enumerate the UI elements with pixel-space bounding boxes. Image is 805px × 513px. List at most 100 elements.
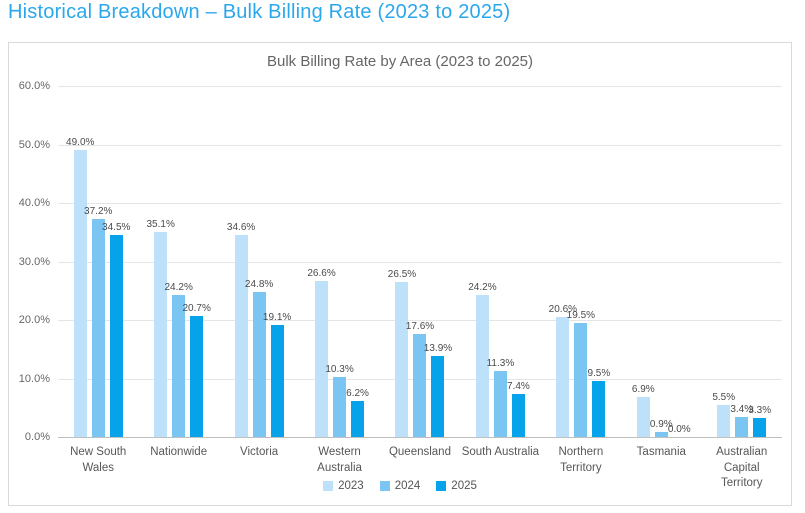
bar-2024[interactable]	[654, 431, 668, 437]
plot-area: 0.0% 10.0% 20.0% 30.0% 40.0% 50.0% 60.0% 49.0% 3…	[19, 80, 782, 443]
bar-column: 20.7%	[182, 303, 211, 437]
legend-item-2025[interactable]: 2025	[436, 480, 477, 492]
bar-2024[interactable]	[413, 334, 427, 437]
bar-column: 20.6%	[549, 304, 577, 437]
bar-2024[interactable]	[91, 219, 105, 437]
bar-column: 0.0%	[668, 424, 691, 437]
bar-value-label: 13.9%	[423, 342, 453, 354]
bar-groups: 49.0% 37.2% 34.5% 35.1% 24.2% 20.7% 34.6% 24.8%…	[58, 86, 782, 437]
bar-column: 13.9%	[424, 343, 452, 437]
bar-value-label: 24.2%	[468, 282, 497, 294]
bar-value-label: 0.0%	[667, 424, 691, 435]
bar-column: 26.5%	[388, 269, 416, 437]
x-tick-label: South Australia	[460, 445, 540, 492]
legend-swatch-icon	[379, 481, 390, 491]
x-tick-label-line: Queensland	[388, 446, 451, 458]
bar-2023[interactable]	[234, 234, 248, 437]
x-tick-label-line: Nationwide	[150, 446, 208, 458]
bar-value-label: 0.9%	[649, 418, 673, 430]
bar-2025[interactable]	[592, 381, 606, 437]
bar-column: 3.3%	[748, 405, 771, 437]
bar-2025[interactable]	[270, 325, 284, 437]
gridline	[58, 86, 782, 87]
bar-2023[interactable]	[636, 396, 650, 437]
bar-2023[interactable]	[475, 295, 489, 437]
bar-2024[interactable]	[735, 417, 749, 437]
page-title: Historical Breakdown – Bulk Billing Rate…	[8, 1, 511, 23]
bar-group: 34.6% 24.8% 19.1%	[219, 86, 299, 437]
bar-value-label: 24.8%	[244, 278, 274, 290]
x-tick-label-line: Australian Capital	[716, 446, 768, 474]
bar-group: 5.5% 3.4% 3.3%	[702, 86, 782, 437]
bar-column: 11.3%	[487, 358, 514, 437]
y-tick-label: 30.0%	[18, 255, 50, 268]
x-axis-labels: New South Wales Nationwide Victoria Western…	[58, 445, 782, 492]
bar-group: 49.0% 37.2% 34.5%	[58, 86, 138, 437]
bar-2024[interactable]	[574, 322, 588, 437]
y-tick-label: 50.0%	[18, 138, 50, 151]
bar-column: 19.5%	[567, 310, 595, 437]
x-tick-label: Nationwide	[138, 445, 218, 492]
legend-swatch-icon	[323, 481, 334, 491]
bar-group: 35.1% 24.2% 20.7%	[138, 86, 218, 437]
bar-2023[interactable]	[315, 281, 329, 437]
bar-2025[interactable]	[190, 315, 204, 437]
bar-value-label: 37.2%	[84, 206, 113, 218]
legend-item-2023[interactable]: 2023	[323, 480, 364, 492]
legend-item-2024[interactable]: 2024	[379, 480, 421, 492]
x-tick-label: Tasmania	[621, 445, 701, 492]
bar-column: 34.6%	[227, 222, 255, 437]
legend-label: 2024	[394, 480, 421, 492]
bar-column: 19.1%	[263, 312, 291, 437]
bar-value-label: 5.5%	[712, 391, 736, 403]
bar-2023[interactable]	[717, 404, 731, 437]
bar-column: 9.5%	[587, 368, 610, 437]
bar-column: 0.9%	[650, 419, 673, 437]
x-tick-label-line: Tasmania	[636, 446, 686, 458]
bar-group: 6.9% 0.9% 0.0%	[621, 86, 701, 437]
bar-2025[interactable]	[431, 355, 445, 437]
bar-value-label: 3.4%	[730, 404, 754, 416]
gridline	[58, 203, 782, 204]
bar-2024[interactable]	[252, 291, 266, 437]
bar-value-label: 34.6%	[226, 221, 256, 233]
bar-2024[interactable]	[493, 370, 507, 437]
x-tick-label-line: Western Australia	[317, 446, 362, 474]
y-tick-label: 60.0%	[18, 80, 50, 92]
bar-2025[interactable]	[351, 400, 365, 437]
bar-value-label: 11.3%	[486, 357, 515, 369]
legend-swatch-icon	[436, 481, 447, 491]
bar-value-label: 9.5%	[587, 368, 611, 380]
bar-2025[interactable]	[109, 235, 123, 437]
bar-column: 49.0%	[66, 137, 94, 437]
bar-value-label: 24.2%	[164, 282, 193, 294]
bar-column: 24.2%	[164, 282, 193, 437]
x-tick-label-line: Northern	[558, 446, 604, 458]
bar-value-label: 20.7%	[182, 302, 211, 314]
bar-2023[interactable]	[154, 231, 168, 437]
bar-2023[interactable]	[556, 316, 570, 437]
y-tick-label: 40.0%	[18, 197, 50, 209]
bar-value-label: 49.0%	[66, 137, 95, 149]
bar-column: 5.5%	[712, 392, 735, 437]
x-axis-line	[58, 437, 782, 438]
bar-column: 37.2%	[84, 206, 112, 437]
bar-2023[interactable]	[395, 281, 409, 437]
bar-group: 20.6% 19.5% 9.5%	[541, 86, 621, 437]
x-tick-label: New South Wales	[58, 445, 138, 492]
bar-2025[interactable]	[753, 417, 767, 437]
y-tick-label: 0.0%	[24, 431, 50, 443]
bar-value-label: 26.5%	[387, 268, 417, 280]
gridline	[58, 144, 782, 146]
bar-2024[interactable]	[333, 376, 347, 437]
bar-2024[interactable]	[172, 295, 186, 437]
gridline	[58, 320, 782, 321]
bar-2023[interactable]	[73, 150, 87, 437]
bar-value-label: 34.5%	[102, 222, 131, 234]
y-tick-label: 10.0%	[18, 372, 50, 385]
bar-value-label: 3.3%	[748, 404, 772, 416]
x-tick-label: Queensland	[380, 445, 460, 492]
bar-2025[interactable]	[511, 393, 525, 437]
x-tick-label: Victoria	[219, 445, 299, 492]
bar-column: 7.4%	[507, 381, 530, 437]
